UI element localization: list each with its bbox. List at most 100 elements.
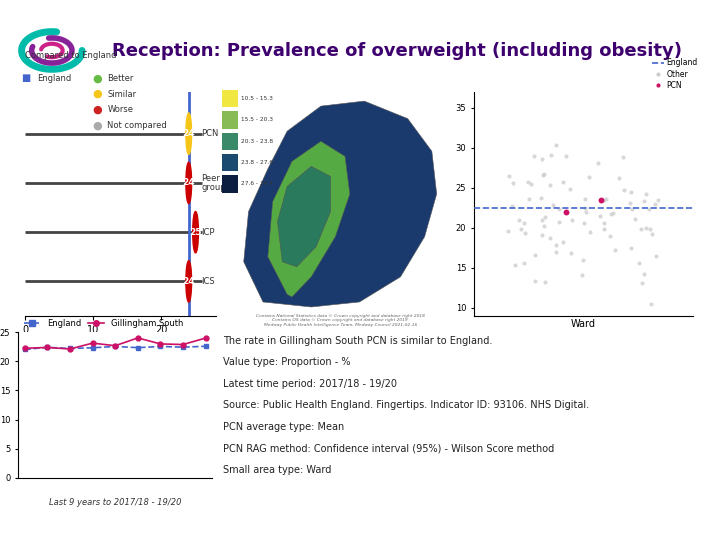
Text: ICS: ICS xyxy=(201,277,215,286)
Text: PCN average type: Mean: PCN average type: Mean xyxy=(223,422,344,432)
Point xyxy=(567,215,578,224)
Point xyxy=(535,194,546,202)
Point xyxy=(624,199,636,207)
Point xyxy=(557,178,568,186)
Point xyxy=(518,218,530,227)
Point xyxy=(639,196,650,205)
Point xyxy=(538,221,549,230)
Text: ●: ● xyxy=(92,89,102,99)
X-axis label: Ward: Ward xyxy=(571,319,596,329)
Text: ■: ■ xyxy=(22,73,31,83)
Circle shape xyxy=(193,212,199,253)
Circle shape xyxy=(186,113,192,154)
Text: Value type: Proportion - %: Value type: Proportion - % xyxy=(223,357,351,367)
Point xyxy=(515,225,526,233)
Point xyxy=(560,151,572,160)
Text: PCN RAG method: Confidence interval (95%) - Wilson Score method: PCN RAG method: Confidence interval (95%… xyxy=(223,443,554,453)
Point xyxy=(592,159,603,167)
Text: PCN: PCN xyxy=(201,129,218,138)
Point xyxy=(625,244,636,253)
Text: The rate in Gillingham South PCN is similar to England.: The rate in Gillingham South PCN is simi… xyxy=(223,336,492,346)
Text: Compared to England: Compared to England xyxy=(25,51,117,60)
Text: Worse: Worse xyxy=(107,105,133,114)
Text: Last 9 years to 2017/18 - 19/20: Last 9 years to 2017/18 - 19/20 xyxy=(49,498,181,507)
Point xyxy=(605,210,616,219)
Point xyxy=(580,204,591,212)
Point xyxy=(536,155,547,164)
Text: Not compared: Not compared xyxy=(107,121,167,130)
Circle shape xyxy=(186,162,192,204)
Point xyxy=(604,232,616,240)
Point xyxy=(641,190,652,198)
Text: ICP: ICP xyxy=(201,228,215,237)
Text: 24: 24 xyxy=(182,277,195,286)
Point xyxy=(578,218,590,227)
Point xyxy=(509,261,521,269)
Bar xyxy=(222,176,238,193)
Text: 20.3 - 23.8: 20.3 - 23.8 xyxy=(241,139,274,144)
Point xyxy=(519,229,531,238)
Point xyxy=(536,231,547,239)
Point xyxy=(530,251,541,259)
Point xyxy=(557,238,569,246)
Text: 10.5 - 15.3: 10.5 - 15.3 xyxy=(241,96,273,101)
Polygon shape xyxy=(243,101,436,307)
Point xyxy=(565,249,577,258)
Text: ●: ● xyxy=(92,120,102,131)
Point xyxy=(634,259,645,267)
Bar xyxy=(222,111,238,129)
Point xyxy=(598,219,610,227)
Point xyxy=(553,218,564,227)
Point xyxy=(547,200,559,209)
Point xyxy=(550,240,562,249)
Point xyxy=(545,181,557,190)
Bar xyxy=(222,90,238,107)
Point xyxy=(551,141,562,150)
Text: ●: ● xyxy=(92,73,102,83)
Point xyxy=(564,184,575,193)
Text: Latest time period: 2017/18 - 19/20: Latest time period: 2017/18 - 19/20 xyxy=(223,379,397,389)
Point xyxy=(513,216,524,225)
Point xyxy=(644,225,655,233)
Point xyxy=(560,207,572,216)
Point xyxy=(638,269,649,278)
Point xyxy=(584,228,595,237)
Point xyxy=(626,205,638,214)
Point xyxy=(641,224,652,233)
Point xyxy=(538,170,549,178)
Text: 23.8 - 27.6: 23.8 - 27.6 xyxy=(241,160,274,165)
Point xyxy=(503,171,515,180)
Point xyxy=(583,172,595,181)
Text: 24: 24 xyxy=(182,178,195,187)
Text: Better: Better xyxy=(107,74,134,83)
Point xyxy=(537,171,549,179)
Polygon shape xyxy=(268,141,350,297)
Text: Peer
group: Peer group xyxy=(201,173,225,192)
Text: 27.6 - 34.4: 27.6 - 34.4 xyxy=(241,181,274,186)
Point xyxy=(540,278,552,287)
Point xyxy=(646,229,657,238)
Point xyxy=(598,195,610,204)
Bar xyxy=(222,132,238,150)
Point xyxy=(600,194,611,203)
Point xyxy=(636,279,647,288)
Point xyxy=(530,276,541,285)
Text: 32: 32 xyxy=(9,10,23,21)
Point xyxy=(539,213,551,221)
Point xyxy=(523,195,535,204)
Text: Contains National Statistics data © Crown copyright and database right 2018
Cont: Contains National Statistics data © Crow… xyxy=(256,314,425,327)
Point xyxy=(550,247,562,256)
Point xyxy=(577,255,589,264)
Point xyxy=(629,214,641,223)
Point xyxy=(580,194,591,203)
Point xyxy=(650,252,662,260)
Legend: England, Other, PCN: England, Other, PCN xyxy=(649,55,701,93)
Point xyxy=(617,153,629,161)
Point xyxy=(649,200,660,208)
Point xyxy=(528,152,539,161)
Point xyxy=(618,186,629,194)
Text: 24: 24 xyxy=(182,129,195,138)
Text: Reception: Prevalence of overweight (including obesity): Reception: Prevalence of overweight (inc… xyxy=(112,42,682,60)
Text: ●: ● xyxy=(92,105,102,114)
Circle shape xyxy=(186,261,192,302)
